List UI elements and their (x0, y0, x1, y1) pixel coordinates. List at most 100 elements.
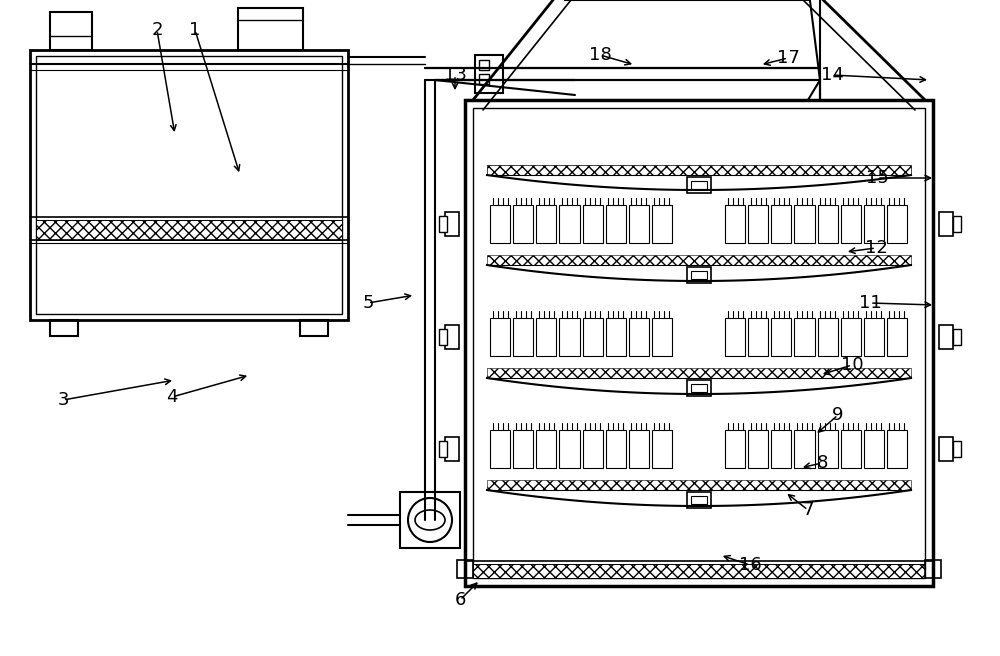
Bar (687, 267, 711, 283)
Bar (487, 255, 911, 265)
Bar (864, 318, 884, 356)
Bar (513, 318, 533, 356)
Bar (725, 430, 745, 468)
Bar (887, 205, 907, 243)
Bar (818, 205, 838, 243)
Bar (400, 492, 460, 548)
Bar (939, 437, 953, 461)
Text: 18: 18 (589, 46, 611, 64)
Bar (473, 564, 925, 578)
Bar (559, 205, 580, 243)
Bar (691, 271, 707, 279)
Bar (490, 430, 510, 468)
Bar (748, 430, 768, 468)
Bar (725, 318, 745, 356)
Bar (536, 318, 556, 356)
Bar (559, 430, 580, 468)
Bar (953, 216, 961, 232)
Bar (953, 441, 961, 457)
Bar (771, 430, 791, 468)
Bar (582, 205, 603, 243)
Bar (925, 560, 941, 578)
Bar (691, 384, 707, 392)
Bar (50, 12, 92, 50)
Circle shape (408, 498, 452, 542)
Bar (582, 318, 603, 356)
Text: 1: 1 (189, 21, 201, 39)
Bar (300, 320, 328, 336)
Bar (687, 177, 711, 193)
Bar (818, 318, 838, 356)
Bar (691, 181, 707, 189)
Bar (487, 368, 911, 378)
Bar (439, 216, 447, 232)
Text: 13: 13 (444, 66, 466, 84)
Bar (536, 430, 556, 468)
Bar (748, 205, 768, 243)
Text: 16: 16 (739, 556, 761, 574)
Bar (487, 165, 911, 175)
Bar (953, 329, 961, 345)
Text: 11: 11 (859, 294, 881, 312)
Text: 7: 7 (802, 501, 814, 519)
Text: 4: 4 (166, 388, 178, 406)
Bar (606, 318, 626, 356)
Text: 12: 12 (865, 239, 887, 257)
Bar (582, 430, 603, 468)
Text: 5: 5 (362, 294, 374, 312)
Text: 6: 6 (454, 591, 466, 609)
Bar (939, 325, 953, 349)
Bar (887, 318, 907, 356)
Bar (238, 8, 303, 50)
Bar (818, 430, 838, 468)
Bar (36, 56, 342, 314)
Bar (479, 74, 489, 84)
Bar (687, 380, 711, 396)
Text: 17: 17 (777, 49, 799, 67)
Text: 15: 15 (866, 169, 888, 187)
Bar (841, 205, 861, 243)
Text: 14: 14 (821, 66, 843, 84)
Bar (439, 441, 447, 457)
Bar (687, 492, 711, 508)
Bar (606, 205, 626, 243)
Bar (725, 205, 745, 243)
Text: 10: 10 (841, 356, 863, 374)
Bar (771, 205, 791, 243)
Bar (559, 318, 580, 356)
Bar (473, 108, 925, 578)
Bar (50, 320, 78, 336)
Bar (794, 205, 814, 243)
Bar (490, 205, 510, 243)
Bar (864, 205, 884, 243)
Bar (691, 496, 707, 504)
Bar (490, 318, 510, 356)
Bar (794, 430, 814, 468)
Bar (513, 205, 533, 243)
Ellipse shape (415, 510, 445, 530)
Bar (30, 50, 348, 320)
Bar (794, 318, 814, 356)
Bar (939, 212, 953, 236)
Bar (445, 212, 459, 236)
Bar (652, 318, 672, 356)
Bar (629, 318, 649, 356)
Bar (841, 318, 861, 356)
Bar (652, 205, 672, 243)
Bar (457, 560, 473, 578)
Bar (36, 220, 342, 240)
Bar (445, 437, 459, 461)
Bar (841, 430, 861, 468)
Bar (771, 318, 791, 356)
Bar (864, 430, 884, 468)
Text: 3: 3 (57, 391, 69, 409)
Bar (606, 430, 626, 468)
Text: 9: 9 (832, 406, 844, 424)
Text: 2: 2 (151, 21, 163, 39)
Bar (629, 205, 649, 243)
Bar (439, 329, 447, 345)
Bar (487, 480, 911, 490)
Bar (479, 60, 489, 70)
Bar (536, 205, 556, 243)
Bar (465, 100, 933, 586)
